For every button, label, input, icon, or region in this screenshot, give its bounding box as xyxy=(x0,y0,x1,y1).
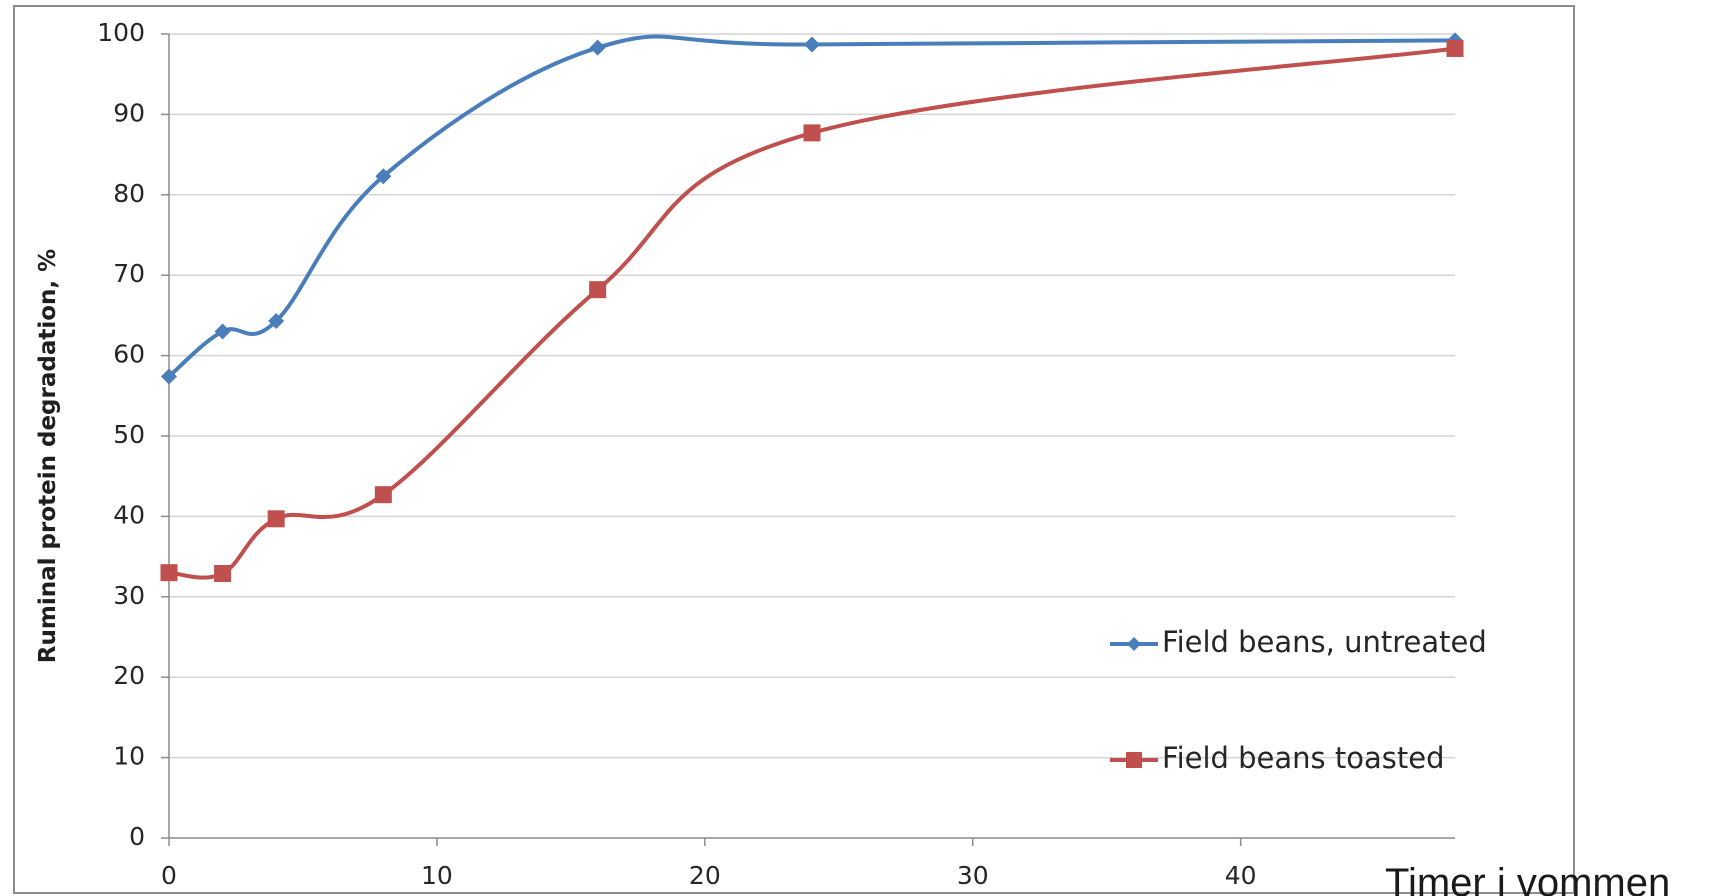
x-tick-label: 30 xyxy=(957,861,989,890)
y-tick-label: 10 xyxy=(113,742,145,771)
y-tick-labels: 0 10 20 30 40 50 60 70 80 90 100 xyxy=(97,18,145,851)
data-point xyxy=(268,313,285,330)
data-point xyxy=(160,564,178,582)
y-tick-label: 50 xyxy=(113,420,145,449)
y-tick-label: 20 xyxy=(113,661,145,690)
axes xyxy=(161,33,1455,846)
x-tick-label: 10 xyxy=(421,861,453,890)
chart-frame xyxy=(13,5,1575,894)
legend-label: Field beans, untreated xyxy=(1162,625,1487,659)
data-point xyxy=(803,124,821,142)
data-point xyxy=(375,168,392,185)
series-2 xyxy=(160,39,1464,582)
data-point xyxy=(214,323,231,340)
y-tick-label: 100 xyxy=(97,18,145,47)
data-point xyxy=(589,281,607,299)
data-point xyxy=(1446,39,1464,57)
data-point xyxy=(589,39,606,56)
x-tick-label: 40 xyxy=(1225,861,1257,890)
data-point xyxy=(804,36,820,53)
x-tick-label: 20 xyxy=(689,861,721,890)
data-point xyxy=(214,564,232,582)
y-tick-label: 90 xyxy=(113,98,145,127)
x-axis-label: Timer i vommen xyxy=(1385,861,1670,896)
legend-marker xyxy=(1126,752,1142,768)
legend: Field beans, untreated Field beans toaste… xyxy=(1110,625,1487,775)
y-tick-label: 30 xyxy=(113,581,145,610)
y-tick-label: 70 xyxy=(113,259,145,288)
series-line xyxy=(168,46,1456,580)
y-tick-label: 60 xyxy=(113,340,145,369)
gridlines xyxy=(169,33,1455,759)
y-tick-label: 40 xyxy=(113,500,145,529)
series-group xyxy=(160,32,1464,582)
series-line xyxy=(167,34,1456,379)
legend-entry-1: Field beans, untreated xyxy=(1110,625,1487,659)
legend-marker xyxy=(1127,637,1141,651)
data-point xyxy=(374,486,392,504)
data-point xyxy=(161,368,177,385)
x-tick-label: 0 xyxy=(161,861,177,890)
x-tick-labels: 0 10 20 30 40 xyxy=(161,861,1257,890)
legend-entry-2: Field beans toasted xyxy=(1110,741,1445,775)
y-axis-label: Ruminal protein degradation, % xyxy=(35,249,61,663)
y-tick-label: 80 xyxy=(113,179,145,208)
y-tick-label: 0 xyxy=(129,822,145,851)
legend-label: Field beans toasted xyxy=(1162,741,1445,775)
data-point xyxy=(267,510,285,528)
